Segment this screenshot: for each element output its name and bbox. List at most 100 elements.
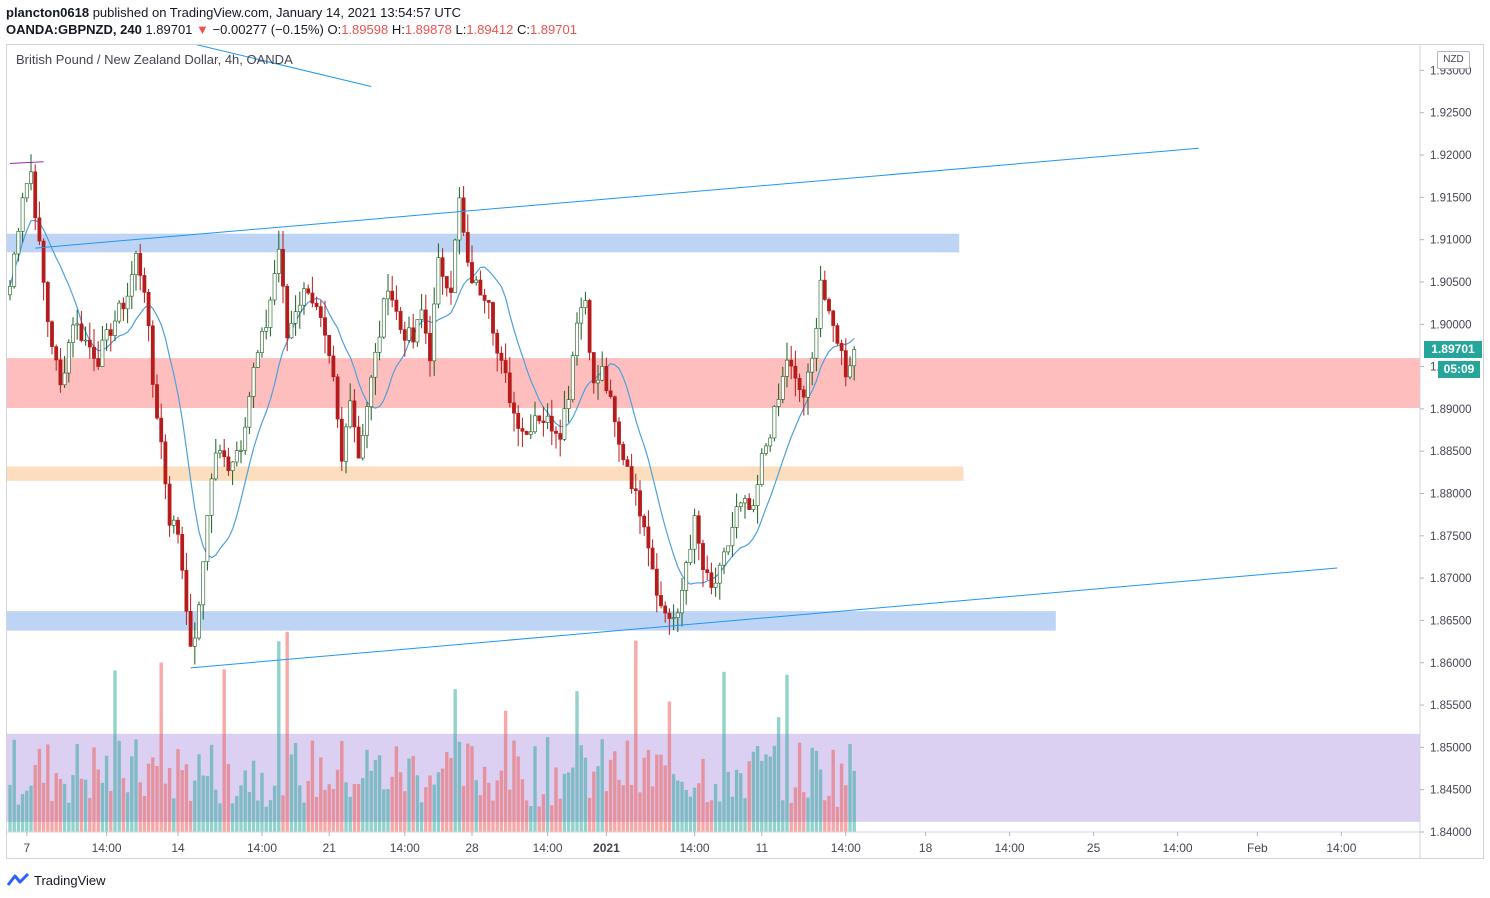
time-tick-label: 14:00: [247, 841, 277, 855]
candle-down: [537, 415, 542, 422]
time-tick-label: 14:00: [92, 841, 122, 855]
candle-up: [243, 426, 248, 451]
volume-bar: [25, 790, 29, 832]
candle-down: [33, 171, 38, 219]
candle-up: [738, 502, 743, 507]
candle-up: [293, 311, 298, 324]
time-tick-label: 21: [323, 841, 337, 855]
volume-bar: [348, 796, 352, 832]
candle-down: [155, 384, 159, 419]
volume-bar: [844, 785, 848, 832]
volume-bar: [684, 790, 688, 832]
volume-bar: [390, 776, 394, 832]
candle-down: [180, 534, 185, 571]
volume-bar: [453, 689, 457, 832]
volume-bar: [755, 745, 760, 832]
volume-bar: [638, 792, 642, 832]
volume-bar: [50, 801, 54, 832]
time-tick-label: 14:00: [390, 841, 420, 855]
time-tick-label: 14:00: [533, 841, 563, 855]
volume-bar: [8, 784, 12, 832]
volume-bar: [386, 789, 390, 832]
volume-bar: [176, 749, 180, 832]
candle-up: [289, 322, 294, 339]
price-tick-label: 1.87000: [1430, 573, 1472, 585]
candle-up: [234, 450, 239, 463]
candle-down: [398, 311, 403, 330]
candle-up: [671, 617, 676, 619]
candle-down: [138, 253, 143, 276]
chart-frame[interactable]: [6, 44, 1484, 859]
volume-bar: [520, 779, 525, 832]
volume-bar: [344, 782, 348, 832]
price-tick-label: 1.88000: [1430, 489, 1472, 501]
candle-up: [533, 415, 537, 433]
candle-down: [79, 323, 84, 341]
volume-bar: [184, 764, 189, 832]
candle-up: [66, 342, 71, 374]
volume-bar: [256, 800, 260, 832]
candle-down: [604, 366, 609, 392]
volume-bar: [558, 798, 562, 832]
volume-bar: [382, 789, 386, 832]
candle-up: [29, 171, 33, 184]
volume-bar: [113, 670, 117, 832]
candle-down: [335, 376, 340, 420]
time-tick-label: 14:00: [1163, 841, 1193, 855]
intermediate-support-zone: [7, 466, 964, 481]
candle-up: [407, 327, 411, 341]
volume-bar: [411, 756, 415, 832]
volume-bar: [835, 806, 840, 832]
price-tick-label: 1.86500: [1430, 615, 1472, 627]
candle-up: [125, 295, 130, 310]
volume-bar: [285, 631, 289, 832]
volume-bar: [457, 741, 462, 832]
candle-up: [566, 399, 571, 409]
author-name[interactable]: plancton0618: [6, 5, 90, 20]
volume-bar: [642, 757, 646, 832]
candle-down: [629, 466, 634, 489]
candle-down: [633, 488, 638, 491]
candle-up: [171, 519, 176, 526]
candle-up: [377, 336, 382, 353]
candle-down: [440, 257, 445, 277]
volume-bar: [268, 800, 273, 832]
volume-bar: [167, 768, 172, 832]
volume-bar: [688, 796, 693, 832]
candle-down: [520, 428, 525, 432]
close-label: C:: [516, 22, 530, 37]
candle-up: [205, 515, 210, 563]
volume-bar: [781, 800, 785, 832]
volume-bar: [293, 743, 298, 832]
volume-bar: [827, 795, 831, 832]
volume-bar: [785, 674, 789, 832]
time-tick-label: 28: [465, 841, 479, 855]
candle-down: [625, 459, 630, 467]
volume-bar: [281, 795, 285, 832]
candle-down: [188, 611, 193, 647]
price-tick-label: 1.88500: [1430, 446, 1472, 458]
volume-bar: [155, 766, 159, 832]
chart-legend-title: British Pound / New Zealand Dollar, 4h, …: [16, 52, 293, 67]
candle-up: [272, 273, 277, 301]
volume-bar: [335, 769, 340, 832]
candle-down: [159, 417, 164, 443]
candle-up: [268, 299, 273, 328]
candle-up: [810, 357, 815, 373]
candle-up: [743, 498, 747, 504]
volume-bar: [331, 789, 336, 832]
volume-bar: [634, 640, 638, 832]
volume-bar: [814, 750, 819, 832]
candle-down: [499, 352, 504, 361]
currency-button[interactable]: NZD: [1437, 51, 1470, 69]
candle-up: [83, 339, 88, 342]
publish-text: published on TradingView.com, January 14…: [89, 5, 462, 20]
publish-info: plancton0618 published on TradingView.co…: [6, 4, 461, 22]
volume-bar: [613, 751, 617, 832]
tradingview-logo[interactable]: TradingView: [6, 870, 106, 890]
candle-up: [251, 367, 256, 397]
candle-down: [96, 358, 101, 367]
candle-up: [583, 300, 588, 309]
volume-bar: [193, 780, 197, 832]
